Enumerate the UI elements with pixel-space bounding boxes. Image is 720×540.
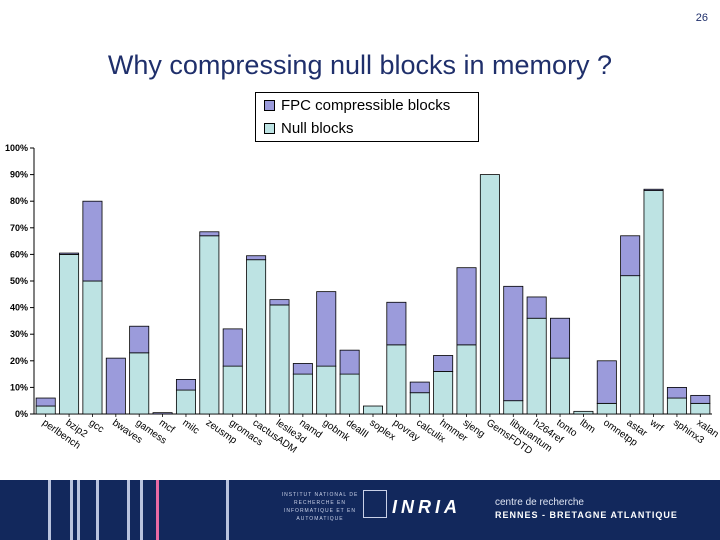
legend-item-null: Null blocks [264, 120, 354, 137]
legend-item-fpc: FPC compressible blocks [264, 97, 450, 114]
bar-fpc-blocks [129, 325, 150, 354]
bar-null-blocks [596, 402, 617, 415]
bar-fpc-blocks [433, 355, 454, 372]
bar-fpc-blocks [316, 291, 337, 367]
bar-fpc-blocks [339, 349, 360, 375]
x-tick-label: wrf [647, 417, 665, 434]
footer-stripe-accent [156, 480, 159, 540]
legend-label-null: Null blocks [281, 120, 354, 137]
x-tick-label: milc [180, 417, 201, 436]
bar-null-blocks [433, 371, 454, 415]
centre-text: centre de recherche [495, 497, 584, 508]
bar-fpc-blocks [59, 252, 80, 255]
footer-stripe [127, 480, 130, 540]
bar-null-blocks [199, 235, 220, 415]
inria-logo-text: INRIA [392, 497, 461, 517]
y-tick-label: 80% [10, 196, 28, 206]
y-tick-label: 50% [10, 276, 28, 286]
bar-null-blocks [35, 405, 56, 415]
bar-null-blocks [479, 174, 500, 415]
bar-fpc-blocks [550, 317, 571, 359]
bar-fpc-blocks [222, 328, 243, 367]
bar-fpc-blocks [503, 285, 524, 402]
x-tick-label: lbm [578, 417, 598, 435]
bar-null-blocks [643, 190, 664, 415]
footer-stripe [140, 480, 143, 540]
bar-null-blocks [292, 373, 313, 415]
bar-null-blocks [222, 365, 243, 415]
page-number: 26 [695, 12, 708, 24]
bar-fpc-blocks [666, 386, 687, 399]
footer-stripe [70, 480, 73, 540]
y-tick-label: 90% [10, 170, 28, 180]
footer-stripe [77, 480, 80, 540]
bar-null-blocks [129, 352, 150, 415]
bar-null-blocks [550, 357, 571, 415]
bar-fpc-blocks [386, 301, 407, 346]
y-tick-label: 40% [10, 303, 28, 313]
bar-null-blocks [339, 373, 360, 415]
bar-null-blocks [456, 344, 477, 415]
bar-null-blocks [503, 400, 524, 415]
bar-fpc-blocks [409, 381, 430, 394]
y-tick-label: 70% [10, 223, 28, 233]
y-tick-label: 20% [10, 356, 28, 366]
footer-stripe [96, 480, 99, 540]
inria-logo-icon [363, 490, 387, 518]
bar-fpc-blocks [456, 267, 477, 346]
y-tick-label: 10% [10, 382, 28, 392]
y-tick-label: 0% [15, 409, 28, 419]
bar-fpc-blocks [690, 394, 711, 404]
bar-null-blocks [666, 397, 687, 415]
bar-fpc-blocks [35, 397, 56, 407]
bar-fpc-blocks [105, 357, 126, 415]
legend-swatch-null [264, 123, 275, 134]
y-tick-label: 30% [10, 329, 28, 339]
bar-fpc-blocks [269, 299, 290, 306]
bar-null-blocks [82, 280, 103, 415]
chart-legend: FPC compressible blocks Null blocks [255, 92, 479, 142]
bar-null-blocks [363, 405, 383, 415]
bar-fpc-blocks [292, 363, 313, 375]
bar-fpc-blocks [82, 200, 103, 282]
bar-null-blocks [175, 389, 196, 415]
bar-null-blocks [526, 317, 547, 415]
bar-fpc-blocks [596, 360, 617, 404]
x-tick-label: soplex [367, 417, 397, 443]
institute-text: INSTITUT NATIONAL DE RECHERCHE EN INFORM… [281, 492, 359, 522]
bar-fpc-blocks [175, 379, 196, 391]
bar-fpc-blocks [526, 296, 547, 319]
legend-swatch-fpc [264, 100, 275, 111]
footer-stripe [48, 480, 51, 540]
centre-name: RENNES - BRETAGNE ATLANTIQUE [495, 510, 678, 520]
slide-title: Why compressing null blocks in memory ? [107, 50, 613, 80]
bar-null-blocks [59, 253, 80, 415]
stacked-bar-chart: 0%10%20%30%40%50%60%70%80%90%100%perlben… [5, 143, 720, 457]
bar-null-blocks [316, 365, 337, 415]
y-tick-label: 60% [10, 249, 28, 259]
bar-null-blocks [573, 410, 594, 415]
footer-stripe [226, 480, 229, 540]
bar-null-blocks [386, 344, 407, 415]
footer-banner: INSTITUT NATIONAL DE RECHERCHE EN INFORM… [0, 480, 720, 540]
bar-fpc-blocks [246, 255, 267, 261]
bar-null-blocks [269, 304, 290, 415]
bar-fpc-blocks [643, 188, 664, 191]
bar-null-blocks [409, 392, 430, 415]
bar-fpc-blocks [199, 231, 220, 237]
x-tick-label: gcc [87, 417, 106, 435]
bar-fpc-blocks [152, 412, 173, 415]
bar-null-blocks [246, 259, 267, 415]
y-tick-label: 100% [5, 143, 28, 153]
bar-fpc-blocks [620, 235, 641, 277]
bar-null-blocks [620, 275, 641, 415]
bar-null-blocks [690, 402, 711, 415]
legend-label-fpc: FPC compressible blocks [281, 97, 451, 114]
